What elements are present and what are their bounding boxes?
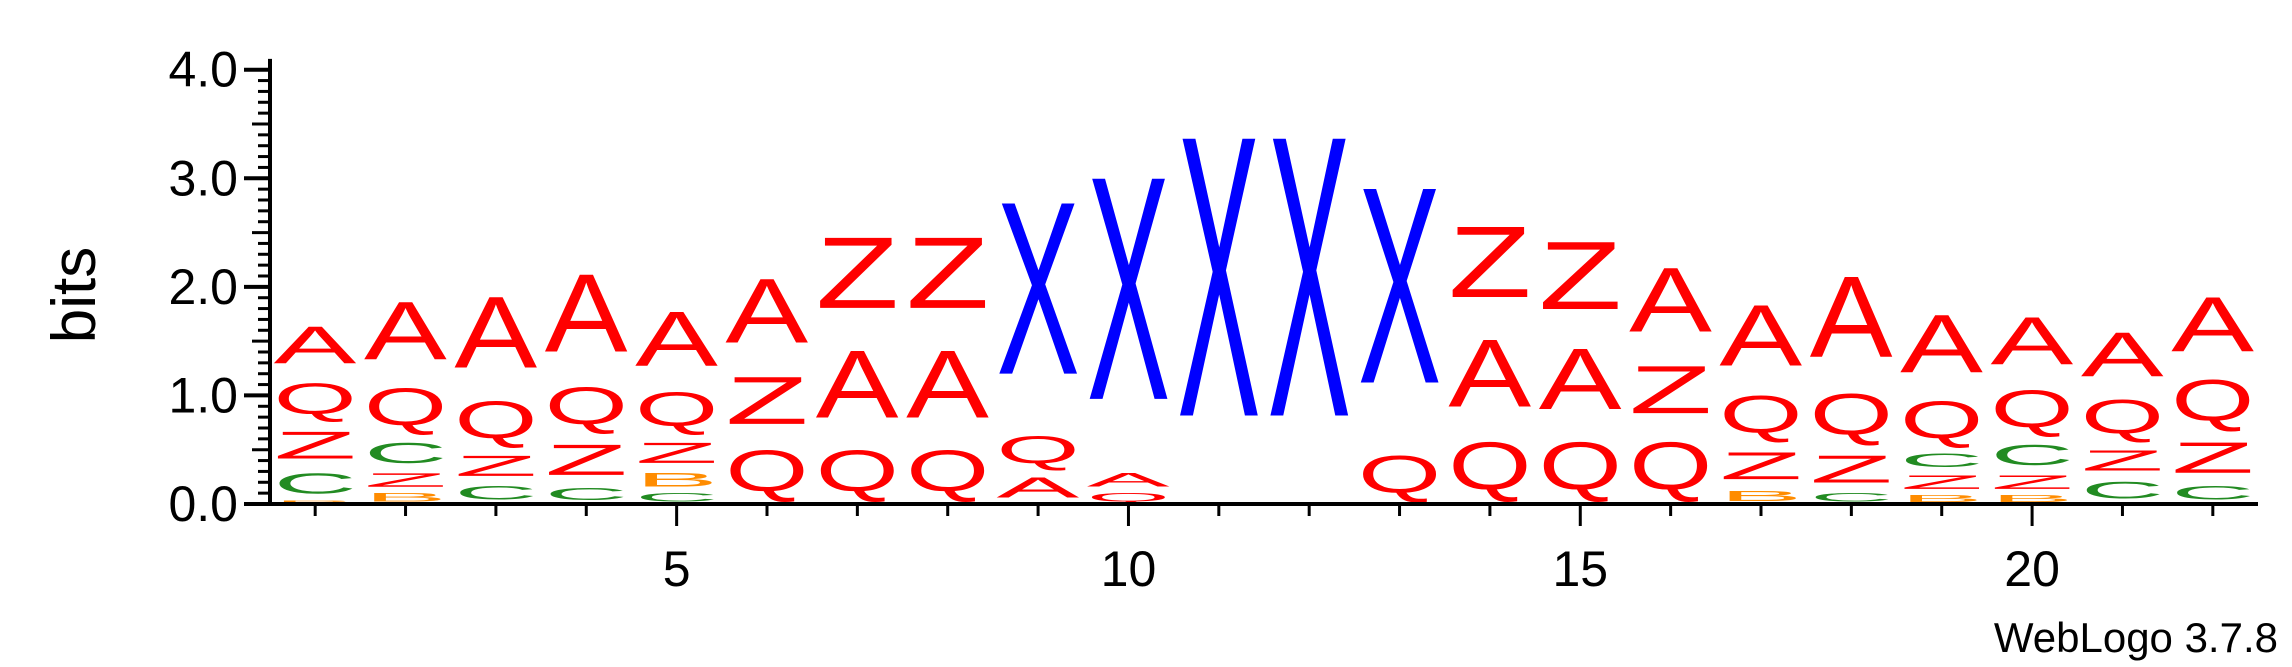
y-axis: 0.0 1.0 2.0 3.0 4.0: [168, 42, 272, 532]
logo-letter-a-pos-2: A: [364, 285, 448, 377]
logo-letter-a-pos-21: A: [2081, 319, 2164, 389]
logo-letter-q-pos-22: Q: [2171, 369, 2254, 434]
logo-letter-z-pos-19: Z: [1900, 471, 1983, 493]
logo-letter-a-pos-7: A: [816, 330, 900, 439]
logo-letter-q-pos-3: Q: [454, 390, 537, 449]
logo-letter-b-pos-17: B: [1719, 488, 1802, 504]
logo-letter-z-pos-14: Z: [1448, 206, 1531, 320]
logo-letter-z-pos-7: Z: [816, 216, 899, 330]
logo-letter-c-pos-4: C: [545, 484, 628, 503]
logo-letter-z-pos-1: Z: [274, 424, 357, 467]
logo-letter-q-pos-21: Q: [2081, 390, 2164, 444]
x-tick-label: 10: [1101, 541, 1157, 597]
logo-letter-x-pos-13: X: [1358, 129, 1441, 443]
logo-letter-q-pos-15: Q: [1539, 428, 1622, 504]
logo-letter-q-pos-18: Q: [1810, 383, 1893, 448]
logo-letter-c-pos-22: C: [2171, 482, 2254, 504]
logo-letter-q-pos-14: Q: [1448, 428, 1531, 504]
logo-letter-c-pos-2: C: [364, 437, 447, 470]
logo-letter-z-pos-8: Z: [906, 216, 989, 330]
logo-letter-q-pos-8: Q: [906, 439, 989, 504]
logo-letter-q-pos-7: Q: [816, 439, 899, 504]
logo-letter-a-pos-4: A: [545, 250, 628, 375]
x-tick-label: 15: [1552, 541, 1608, 597]
logo-letter-a-pos-18: A: [1810, 252, 1893, 382]
y-tick-label: 4.0: [168, 42, 238, 98]
logo-letter-z-pos-21: Z: [2081, 444, 2164, 477]
logo-letter-z-pos-20: Z: [1991, 471, 2074, 493]
logo-letter-c-pos-21: C: [2081, 477, 2164, 504]
logo-letter-a-pos-20: A: [1991, 303, 2074, 379]
logo-letter-q-pos-16: Q: [1629, 428, 1712, 504]
logo-letter-a-pos-15: A: [1539, 330, 1622, 428]
y-tick-label: 2.0: [168, 259, 238, 315]
logo-letter-z-pos-18: Z: [1810, 448, 1893, 491]
logo-letter-c-pos-3: C: [454, 482, 537, 504]
logo-letter-b-pos-20: B: [1991, 493, 2074, 504]
logo-letter-b-pos-1: B: [274, 500, 357, 504]
y-axis-title: bits: [40, 247, 109, 343]
logo-letter-q-pos-17: Q: [1719, 385, 1802, 444]
logo-letter-a-pos-6: A: [725, 260, 808, 363]
logo-letter-a-pos-3: A: [454, 276, 537, 390]
y-tick-label: 1.0: [168, 367, 238, 423]
logo-letter-z-pos-3: Z: [454, 450, 537, 483]
logo-letter-b-pos-2: B: [364, 491, 447, 504]
logo-letter-a-pos-10: A: [1087, 469, 1171, 491]
logo-letter-a-pos-9: A: [997, 471, 1080, 504]
logo-letter-q-pos-13: Q: [1358, 444, 1441, 503]
logo-letter-a-pos-17: A: [1719, 286, 1802, 384]
y-tick-label: 0.0: [168, 476, 238, 532]
logo-letter-z-pos-5: Z: [635, 437, 718, 470]
logo-letter-q-pos-5: Q: [635, 382, 718, 436]
logo-letter-c-pos-18: C: [1810, 491, 1893, 504]
x-tick-label: 20: [2004, 541, 2060, 597]
logo-letter-q-pos-2: Q: [364, 377, 447, 436]
logo-letter-b-pos-5: B: [635, 469, 718, 491]
logo-letter-a-pos-8: A: [906, 330, 990, 439]
logo-letter-x-pos-10: X: [1087, 110, 1170, 467]
logo-letter-c-pos-19: C: [1900, 450, 1983, 472]
logo-letter-q-pos-4: Q: [545, 376, 628, 435]
logo-letter-z-pos-6: Z: [725, 363, 808, 439]
logo-letter-a-pos-5: A: [635, 295, 718, 382]
logo-letter-q-pos-9: Q: [997, 428, 1080, 471]
logo-letter-z-pos-17: Z: [1719, 444, 1802, 487]
x-tick-label: 5: [663, 541, 691, 597]
logo-letter-z-pos-16: Z: [1629, 352, 1712, 428]
logo-letter-c-pos-5: C: [635, 491, 718, 504]
logo-letter-q-pos-6: Q: [725, 439, 808, 504]
logo-letter-a-pos-19: A: [1900, 298, 1984, 390]
logo-letter-q-pos-20: Q: [1991, 379, 2074, 438]
logo-letter-z-pos-4: Z: [545, 436, 628, 484]
logo-letter-c-pos-20: C: [1991, 439, 2074, 472]
logo-letter-a-pos-1: A: [274, 316, 357, 375]
logo-letter-a-pos-14: A: [1448, 319, 1532, 428]
y-tick-label: 3.0: [168, 150, 238, 206]
logo-letter-z-pos-22: Z: [2171, 434, 2254, 482]
logo-letter-x-pos-9: X: [997, 151, 1080, 426]
logo-letter-a-pos-16: A: [1629, 249, 1712, 352]
logo-letter-z-pos-2: Z: [364, 469, 447, 491]
logo-letter-c-pos-1: C: [274, 467, 357, 500]
logo-letter-b-pos-19: B: [1900, 493, 1983, 504]
logo-letter-z-pos-15: Z: [1539, 222, 1622, 330]
logo-letter-q-pos-1: Q: [274, 375, 357, 424]
logo-letter-q-pos-19: Q: [1900, 390, 1983, 449]
logo-letter-x-pos-11: X: [1177, 52, 1260, 502]
logo-letter-a-pos-22: A: [2171, 281, 2254, 368]
logo-letter-x-pos-12: X: [1268, 52, 1351, 502]
weblogo-version-label: WebLogo 3.7.8: [1994, 614, 2278, 661]
logo-letter-q-pos-10: Q: [1087, 491, 1170, 504]
x-axis: 5 10 15 20: [270, 502, 2258, 597]
